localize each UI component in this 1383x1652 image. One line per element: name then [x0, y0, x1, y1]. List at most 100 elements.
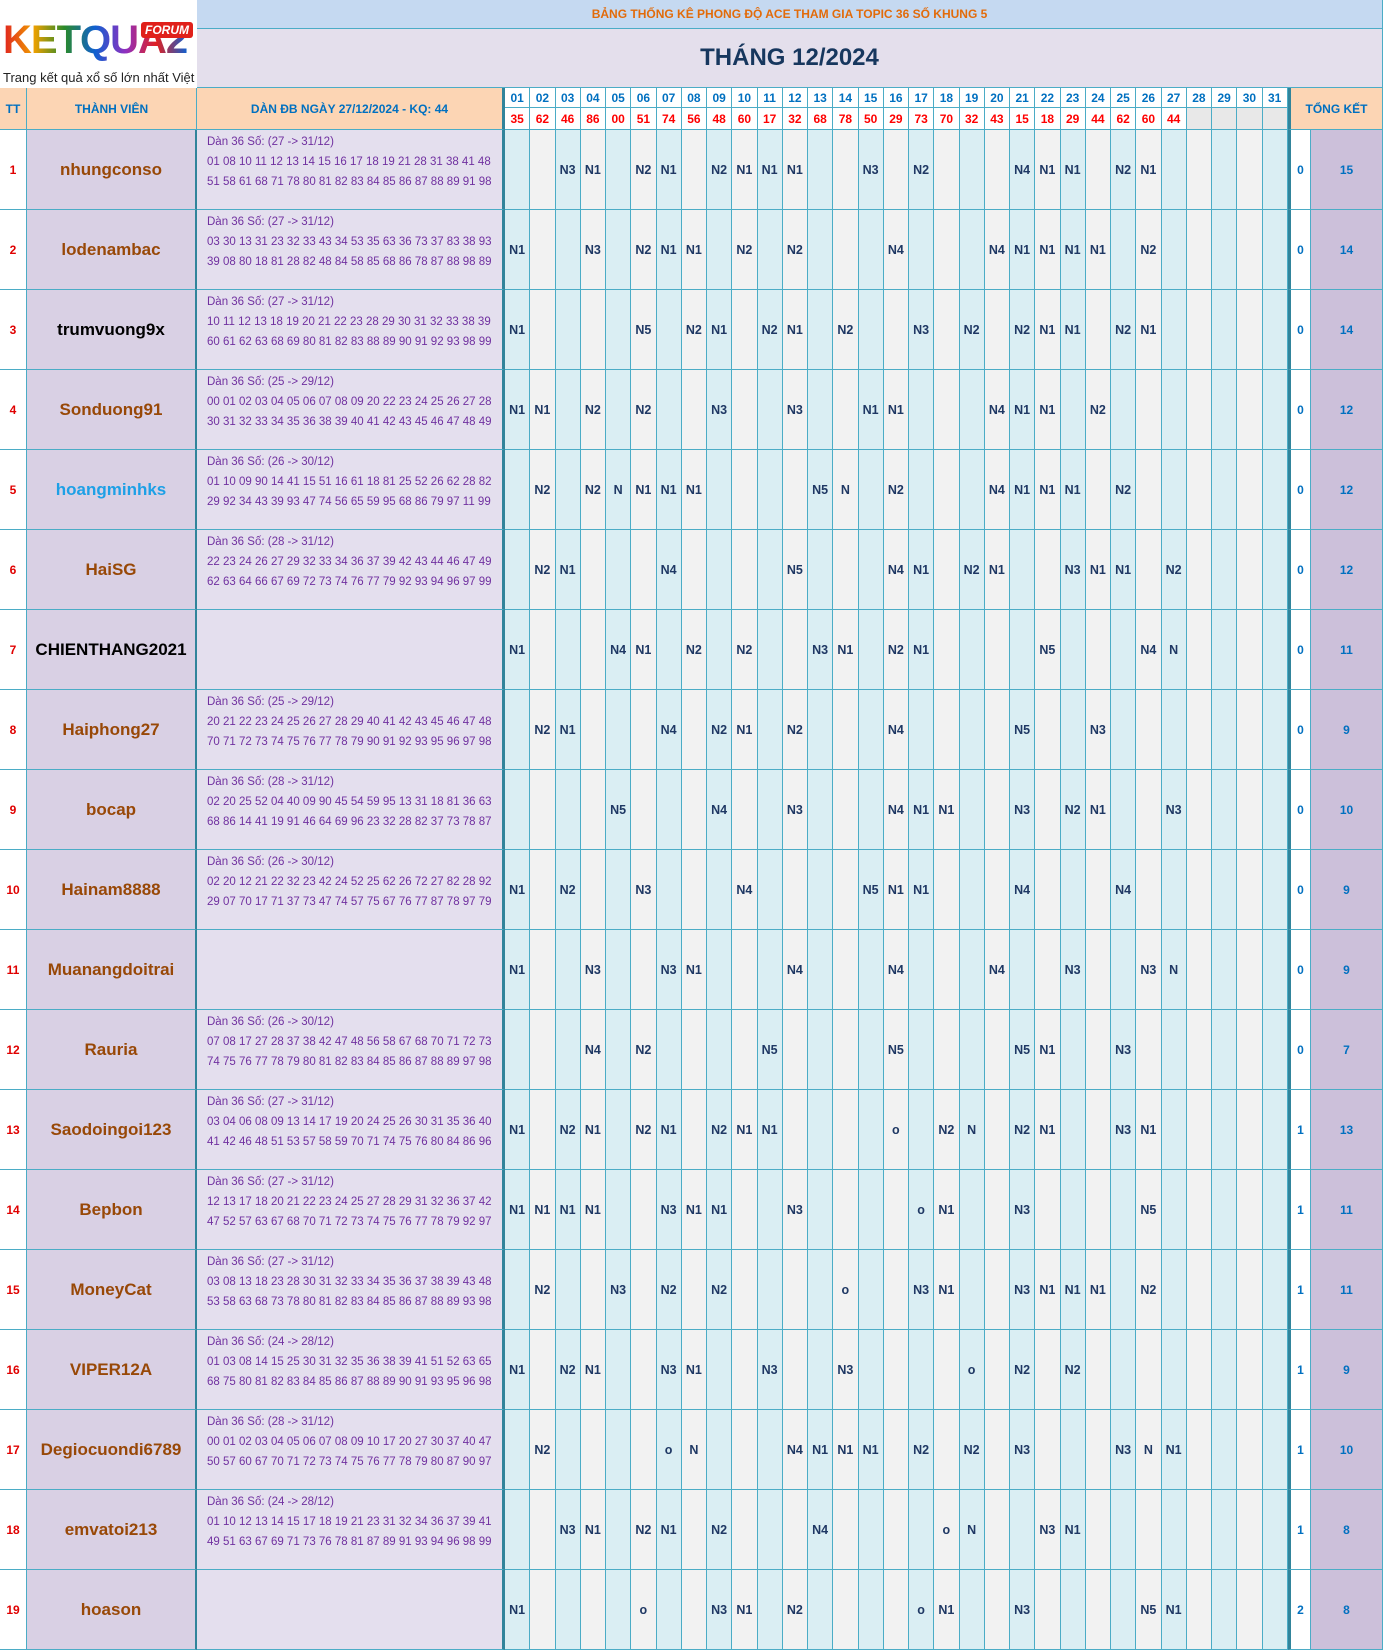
day-cell	[1186, 1570, 1212, 1650]
day-cell	[1085, 1010, 1111, 1090]
day-cell	[1136, 1010, 1162, 1090]
day-cell	[1186, 1330, 1212, 1410]
day-cell	[909, 690, 935, 770]
day-cell: N2	[530, 450, 556, 530]
day-cell	[505, 1250, 531, 1330]
day-cell: N2	[959, 1410, 985, 1490]
day-cell: N1	[1136, 290, 1162, 370]
day-cell: N1	[909, 850, 935, 930]
day-cell: N1	[833, 1410, 859, 1490]
day-cell	[858, 1250, 884, 1330]
day-cell	[1212, 850, 1238, 930]
day-cell	[555, 770, 581, 850]
day-cell	[1161, 210, 1187, 290]
day-cell: N2	[555, 1090, 581, 1170]
day-cell: N2	[1085, 370, 1111, 450]
day-cell	[1085, 1090, 1111, 1170]
day-cell	[909, 1330, 935, 1410]
day-header: 26	[1136, 88, 1162, 108]
day-cell	[808, 1010, 834, 1090]
day-cell	[1186, 690, 1212, 770]
day-cell: N	[1161, 610, 1187, 690]
dan-title: Dàn 36 Số: (26 -> 30/12)	[207, 1016, 334, 1028]
day-cell	[1136, 770, 1162, 850]
day-cell	[808, 1330, 834, 1410]
dan-cell	[197, 1570, 505, 1650]
day-cell	[1262, 1170, 1288, 1250]
day-cell: N1	[1085, 530, 1111, 610]
day-cell	[1161, 370, 1187, 450]
day-cell	[1212, 1410, 1238, 1490]
day-cell: N4	[984, 370, 1010, 450]
day-cell	[1262, 610, 1288, 690]
day-header: 21	[1010, 88, 1036, 108]
day-cell: N1	[505, 1330, 531, 1410]
day-cell	[1010, 1490, 1036, 1570]
day-cell: N1	[934, 770, 960, 850]
day-cell	[1262, 290, 1288, 370]
day-cell	[984, 130, 1010, 210]
member-name: Degiocuondi6789	[27, 1410, 197, 1490]
day-cell: N1	[707, 1170, 733, 1250]
dan-title: Dàn 36 Số: (27 -> 31/12)	[207, 1176, 334, 1188]
day-cell	[1262, 1570, 1288, 1650]
score: 0	[1288, 290, 1311, 370]
day-cell	[959, 130, 985, 210]
day-result: 62	[530, 108, 556, 130]
day-cell: N1	[505, 930, 531, 1010]
day-cell	[1136, 370, 1162, 450]
day-cell	[757, 1250, 783, 1330]
day-cell	[1035, 930, 1061, 1010]
day-cell	[580, 530, 606, 610]
day-cell	[808, 1090, 834, 1170]
day-header: 25	[1111, 88, 1137, 108]
day-cell	[606, 210, 632, 290]
day-cell	[606, 1570, 632, 1650]
day-header: 04	[580, 88, 606, 108]
day-cell	[1035, 1330, 1061, 1410]
day-cell: N3	[1060, 530, 1086, 610]
member-name: Saodoingoi123	[27, 1090, 197, 1170]
day-cell: N1	[984, 530, 1010, 610]
day-cell	[934, 290, 960, 370]
day-cell: N1	[681, 450, 707, 530]
day-cell	[1035, 770, 1061, 850]
day-cell	[530, 1010, 556, 1090]
day-cell: N2	[909, 130, 935, 210]
day-cell: N4	[883, 690, 909, 770]
day-cell: N2	[934, 1090, 960, 1170]
day-header: 27	[1161, 88, 1187, 108]
day-cell	[681, 1010, 707, 1090]
day-cell	[808, 930, 834, 1010]
day-cell	[1237, 930, 1263, 1010]
day-cell: N1	[656, 130, 682, 210]
day-cell: N2	[833, 290, 859, 370]
day-cell: N2	[959, 290, 985, 370]
day-cell: N2	[631, 1010, 657, 1090]
day-cell: N2	[909, 1410, 935, 1490]
day-cell	[1186, 1490, 1212, 1570]
day-cell	[833, 530, 859, 610]
day-header: 10	[732, 88, 758, 108]
day-cell	[858, 530, 884, 610]
day-cell	[1237, 370, 1263, 450]
day-cell	[1212, 370, 1238, 450]
dan-cell: Dàn 36 Số: (25 -> 29/12) 20 21 22 23 24 2…	[197, 690, 505, 770]
day-cell	[883, 1170, 909, 1250]
day-cell	[858, 690, 884, 770]
day-cell: N3	[782, 1170, 808, 1250]
day-cell	[1111, 770, 1137, 850]
day-header: 11	[757, 88, 783, 108]
day-cell	[833, 1570, 859, 1650]
row-number: 8	[0, 690, 27, 770]
dan-numbers: 02 20 12 21 22 32 23 42 24 52 25 62 26 7…	[207, 876, 492, 908]
day-cell	[1035, 1410, 1061, 1490]
day-cell	[1262, 690, 1288, 770]
day-cell: N2	[707, 1090, 733, 1170]
day-header: 22	[1035, 88, 1061, 108]
day-cell: N3	[1010, 1410, 1036, 1490]
day-cell	[1111, 930, 1137, 1010]
day-cell: N2	[757, 290, 783, 370]
day-cell	[631, 1330, 657, 1410]
day-cell	[984, 850, 1010, 930]
